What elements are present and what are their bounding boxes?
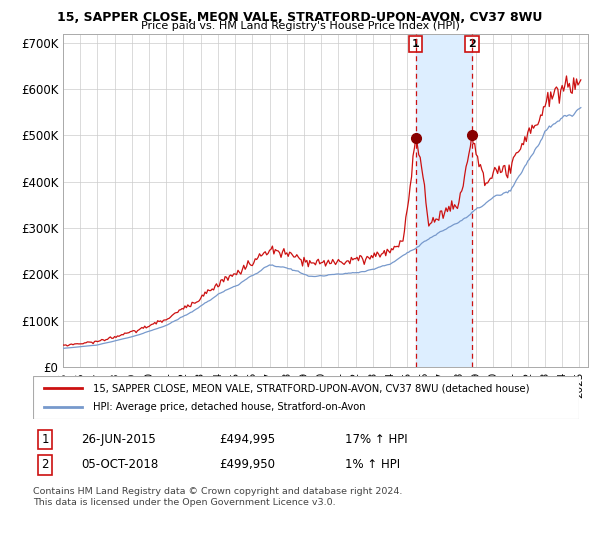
Text: 1: 1 <box>41 433 49 446</box>
Text: 26-JUN-2015: 26-JUN-2015 <box>81 433 156 446</box>
Text: 2: 2 <box>41 458 49 472</box>
Text: HPI: Average price, detached house, Stratford-on-Avon: HPI: Average price, detached house, Stra… <box>93 402 365 412</box>
Text: £494,995: £494,995 <box>219 433 275 446</box>
Text: 17% ↑ HPI: 17% ↑ HPI <box>345 433 407 446</box>
Text: 15, SAPPER CLOSE, MEON VALE, STRATFORD-UPON-AVON, CV37 8WU (detached house): 15, SAPPER CLOSE, MEON VALE, STRATFORD-U… <box>93 383 530 393</box>
Text: Price paid vs. HM Land Registry's House Price Index (HPI): Price paid vs. HM Land Registry's House … <box>140 21 460 31</box>
Text: 15, SAPPER CLOSE, MEON VALE, STRATFORD-UPON-AVON, CV37 8WU: 15, SAPPER CLOSE, MEON VALE, STRATFORD-U… <box>58 11 542 24</box>
Text: 2: 2 <box>468 39 476 49</box>
Text: £499,950: £499,950 <box>219 458 275 472</box>
Text: 05-OCT-2018: 05-OCT-2018 <box>81 458 158 472</box>
Text: 1: 1 <box>412 39 419 49</box>
Text: Contains HM Land Registry data © Crown copyright and database right 2024.
This d: Contains HM Land Registry data © Crown c… <box>33 487 403 507</box>
FancyBboxPatch shape <box>33 376 579 419</box>
Bar <box>416 34 472 367</box>
Text: 1% ↑ HPI: 1% ↑ HPI <box>345 458 400 472</box>
